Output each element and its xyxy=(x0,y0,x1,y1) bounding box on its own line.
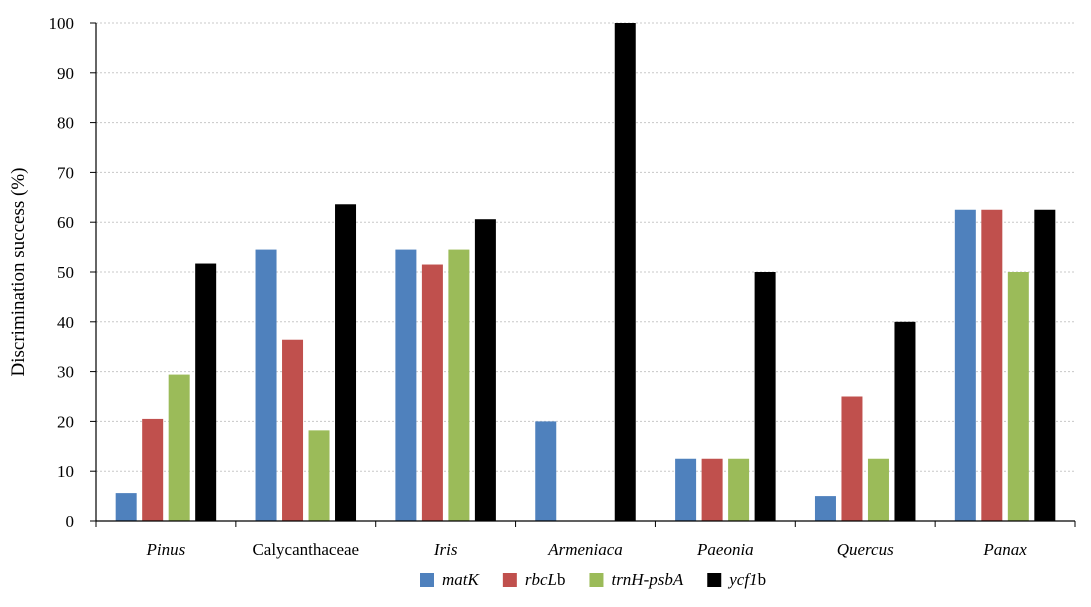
y-tick-label: 0 xyxy=(66,512,75,531)
legend-label-part: b xyxy=(557,570,566,589)
bar-trnh-psba-panax xyxy=(1007,272,1029,521)
y-tick-label: 70 xyxy=(57,163,74,182)
y-tick-label: 30 xyxy=(57,363,74,382)
x-category-label: Paeonia xyxy=(696,540,754,559)
axes xyxy=(90,22,1076,527)
legend-item-rbclb: rbcLb xyxy=(502,570,566,589)
bar-matk-armeniaca xyxy=(535,421,557,521)
bar-matk-panax xyxy=(954,209,976,521)
bar-ycf1b-armeniaca xyxy=(614,23,636,521)
bars xyxy=(115,23,1056,521)
bar-ycf1b-quercus xyxy=(894,321,916,521)
legend-label-part: b xyxy=(758,570,767,589)
legend: matK rbcLb trnH-psbA ycf1b xyxy=(420,570,766,589)
legend-item-ycf1b: ycf1b xyxy=(707,570,766,589)
legend-label-part: matK xyxy=(442,570,481,589)
y-tick-label: 100 xyxy=(49,14,75,33)
x-category-label: Iris xyxy=(433,540,458,559)
x-category-label: Calycanthaceae xyxy=(252,540,359,559)
bar-trnh-psba-quercus xyxy=(867,458,889,521)
bar-trnh-psba-iris xyxy=(448,249,470,521)
bar-rbclb-calycanthaceae xyxy=(282,339,304,521)
gridlines xyxy=(96,22,1075,472)
y-tick-label: 40 xyxy=(57,313,74,332)
bar-rbclb-pinus xyxy=(142,418,164,521)
bar-rbclb-iris xyxy=(421,264,443,521)
y-tick-label: 20 xyxy=(57,412,74,431)
bar-ycf1b-paeonia xyxy=(754,272,776,521)
y-tick-labels: 0 10 20 30 40 50 60 70 80 90 100 xyxy=(49,14,75,531)
legend-swatch xyxy=(589,573,604,587)
bar-ycf1b-panax xyxy=(1034,209,1056,521)
bar-ycf1b-iris xyxy=(474,219,496,521)
x-category-label: Armeniaca xyxy=(547,540,623,559)
x-category-label: Panax xyxy=(982,540,1027,559)
bar-trnh-psba-pinus xyxy=(168,374,190,521)
legend-label-part: ycf1 xyxy=(727,570,757,589)
bar-matk-quercus xyxy=(814,496,836,521)
bar-matk-paeonia xyxy=(675,458,697,521)
bar-trnh-psba-paeonia xyxy=(728,458,750,521)
legend-label-part: rbcL xyxy=(525,570,557,589)
y-tick-label: 90 xyxy=(57,64,74,83)
bar-rbclb-panax xyxy=(981,209,1003,521)
legend-label: rbcLb xyxy=(525,570,566,589)
legend-label: ycf1b xyxy=(727,570,766,589)
y-tick-label: 10 xyxy=(57,462,74,481)
bar-rbclb-quercus xyxy=(841,396,863,521)
legend-swatch xyxy=(420,573,434,587)
bar-rbclb-paeonia xyxy=(701,458,723,521)
legend-label: matK xyxy=(442,570,481,589)
legend-label-part: trnH-psbA xyxy=(611,570,683,589)
legend-item-trnh-psba: trnH-psbA xyxy=(589,570,684,589)
x-category-label: Quercus xyxy=(837,540,894,559)
legend-label: trnH-psbA xyxy=(611,570,683,589)
x-category-label: Pinus xyxy=(146,540,186,559)
y-tick-label: 60 xyxy=(57,213,74,232)
bar-matk-pinus xyxy=(115,493,137,521)
y-axis-title: Discrimination success (%) xyxy=(8,168,29,377)
legend-item-matk: matK xyxy=(420,570,481,589)
y-tick-label: 80 xyxy=(57,114,74,133)
legend-swatch xyxy=(707,573,722,587)
y-tick-label: 50 xyxy=(57,263,74,282)
legend-swatch xyxy=(502,573,517,587)
bar-trnh-psba-calycanthaceae xyxy=(308,430,330,521)
bar-matk-calycanthaceae xyxy=(255,249,277,521)
bar-ycf1b-calycanthaceae xyxy=(335,204,357,521)
bar-matk-iris xyxy=(395,249,417,521)
x-category-labels: Pinus Calycanthaceae Iris Armeniaca Paeonia Q… xyxy=(146,540,1028,559)
bar-ycf1b-pinus xyxy=(195,263,217,521)
